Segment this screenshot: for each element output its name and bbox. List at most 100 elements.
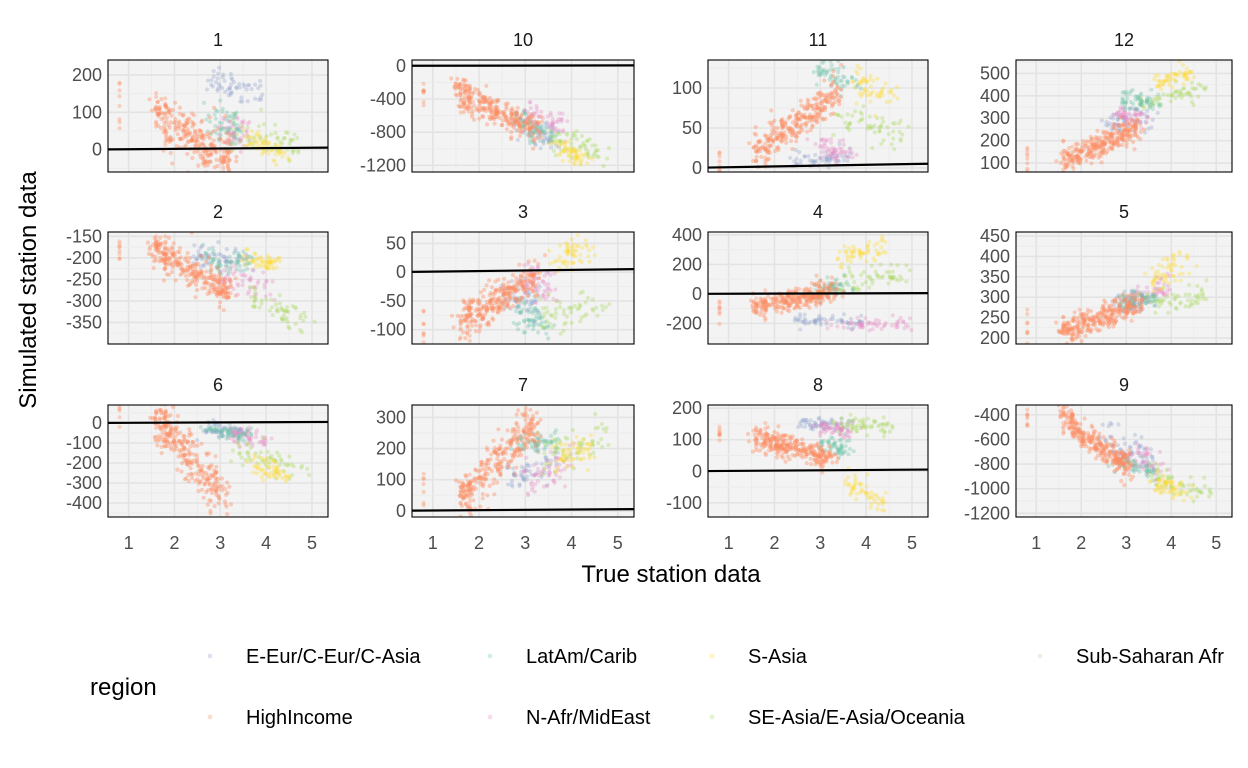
point-s-asia xyxy=(590,245,596,250)
point-highincome xyxy=(1125,129,1130,134)
point-highincome xyxy=(1093,152,1098,157)
point-se-asia-e-asia-oceania xyxy=(235,440,240,445)
point-highincome xyxy=(458,92,463,97)
point-highincome xyxy=(228,291,233,296)
point-highincome xyxy=(161,257,166,262)
point-latam-carib xyxy=(527,121,532,126)
point-e-eur-c-eur-c-asia xyxy=(819,316,824,321)
point-highincome xyxy=(204,159,209,164)
point-highincome xyxy=(205,152,211,157)
point-highincome xyxy=(763,305,768,311)
point-highincome xyxy=(810,115,815,120)
point-latam-carib xyxy=(215,109,220,114)
point-highincome xyxy=(164,253,169,258)
point-highincome xyxy=(509,121,514,126)
point-latam-carib xyxy=(824,70,829,75)
point-s-asia xyxy=(857,247,862,253)
point-highincome xyxy=(794,123,799,129)
point-se-asia-e-asia-oceania xyxy=(561,328,566,333)
y-tick-label: -50 xyxy=(380,291,406,311)
point-highincome xyxy=(228,282,233,288)
point-s-asia xyxy=(1161,81,1166,87)
point-highincome xyxy=(154,243,159,248)
point-highincome xyxy=(526,271,531,276)
point-highincome xyxy=(777,305,782,310)
point-highincome xyxy=(1107,319,1112,325)
point-highincome xyxy=(175,249,180,255)
point-highincome xyxy=(481,316,486,321)
point-latam-carib xyxy=(815,64,820,69)
point-highincome xyxy=(822,98,827,103)
point-n-afr-mideast xyxy=(1126,116,1131,121)
point-highincome xyxy=(755,301,760,306)
point-highincome xyxy=(210,282,215,287)
point-s-asia xyxy=(866,250,871,255)
point-highincome xyxy=(1057,329,1062,335)
point-latam-carib xyxy=(548,130,553,135)
point-e-eur-c-eur-c-asia xyxy=(243,252,248,257)
point-e-eur-c-eur-c-asia xyxy=(831,151,837,156)
point-latam-carib xyxy=(839,83,845,88)
point-highincome xyxy=(759,154,764,160)
point-e-eur-c-eur-c-asia xyxy=(217,65,222,70)
point-n-afr-mideast xyxy=(539,109,544,114)
point-s-asia xyxy=(1172,72,1178,77)
point-highincome xyxy=(791,130,796,135)
point-se-asia-e-asia-oceania xyxy=(238,138,243,143)
point-e-eur-c-eur-c-asia xyxy=(222,425,227,430)
point-e-eur-c-eur-c-asia xyxy=(224,258,229,263)
point-highincome xyxy=(766,156,771,161)
point-n-afr-mideast xyxy=(229,142,234,147)
point-se-asia-e-asia-oceania xyxy=(568,310,574,315)
point-highincome xyxy=(1081,324,1086,329)
point-highincome xyxy=(221,287,226,292)
point-se-asia-e-asia-oceania xyxy=(896,121,902,126)
point-highincome xyxy=(1062,157,1068,162)
point-highincome xyxy=(117,244,122,249)
point-n-afr-mideast xyxy=(222,275,228,280)
point-highincome xyxy=(167,110,172,115)
point-se-asia-e-asia-oceania xyxy=(1153,310,1158,315)
point-highincome xyxy=(227,133,232,138)
point-se-asia-e-asia-oceania xyxy=(539,324,545,329)
point-highincome xyxy=(1128,305,1133,310)
point-e-eur-c-eur-c-asia xyxy=(525,287,530,292)
point-s-asia xyxy=(892,93,897,98)
point-e-eur-c-eur-c-asia xyxy=(213,80,219,85)
point-highincome xyxy=(1124,306,1129,311)
point-highincome xyxy=(1075,155,1080,161)
point-s-asia xyxy=(1157,273,1162,278)
point-highincome xyxy=(1079,339,1084,344)
point-se-asia-e-asia-oceania xyxy=(1181,86,1186,91)
point-highincome xyxy=(820,104,825,109)
point-e-eur-c-eur-c-asia xyxy=(530,318,535,323)
point-highincome xyxy=(761,145,766,150)
point-highincome xyxy=(493,104,499,109)
point-highincome xyxy=(516,282,522,287)
point-highincome xyxy=(798,124,803,129)
point-highincome xyxy=(536,261,541,267)
point-s-asia xyxy=(245,255,250,260)
point-highincome xyxy=(1061,158,1066,163)
point-e-eur-c-eur-c-asia xyxy=(1138,120,1143,125)
point-highincome xyxy=(1133,126,1138,131)
point-highincome xyxy=(174,144,179,149)
point-latam-carib xyxy=(234,110,239,115)
scatter-points xyxy=(1025,60,1209,172)
point-n-afr-mideast xyxy=(1127,121,1133,126)
point-latam-carib xyxy=(200,255,205,260)
point-highincome xyxy=(795,117,800,122)
point-s-asia xyxy=(574,244,580,249)
point-n-afr-mideast xyxy=(534,120,539,125)
point-e-eur-c-eur-c-asia xyxy=(214,265,220,270)
point-highincome xyxy=(754,310,759,315)
point-latam-carib xyxy=(828,75,833,80)
point-highincome xyxy=(158,250,163,255)
point-n-afr-mideast xyxy=(835,324,840,329)
point-e-eur-c-eur-c-asia xyxy=(1120,306,1126,311)
point-highincome xyxy=(817,284,822,289)
point-highincome xyxy=(1133,119,1138,124)
point-n-afr-mideast xyxy=(245,133,250,138)
point-highincome xyxy=(1123,124,1128,129)
point-n-afr-mideast xyxy=(216,281,221,286)
